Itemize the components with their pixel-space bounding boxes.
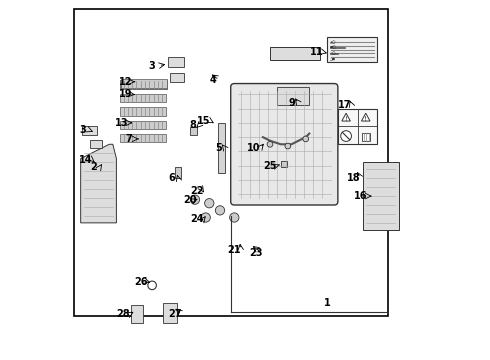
Text: 19: 19 [119,89,132,99]
Text: 16: 16 [354,191,368,201]
Bar [120,134,167,142]
Text: 3: 3 [149,61,155,71]
Bar [175,167,181,178]
Circle shape [190,195,199,204]
Bar [121,80,167,89]
Text: 6: 6 [169,173,175,183]
Bar [121,80,168,88]
Text: 22: 22 [190,186,203,197]
Text: 18: 18 [347,173,361,183]
Text: 15: 15 [197,116,211,126]
Text: 2: 2 [90,162,97,172]
Bar [218,123,225,173]
Text: 20: 20 [183,195,196,204]
FancyBboxPatch shape [231,84,338,205]
Circle shape [303,136,309,142]
Text: 13: 13 [115,118,128,128]
Polygon shape [362,113,370,121]
Circle shape [267,141,273,147]
Text: 27: 27 [169,309,182,319]
Text: 1: 1 [324,298,331,308]
Text: 3: 3 [79,125,86,135]
Bar [327,37,377,62]
Bar [170,73,184,82]
Text: 12: 12 [119,77,132,87]
Text: ■◯: ■◯ [330,45,337,49]
Bar [281,161,287,167]
Text: 21: 21 [227,245,241,255]
Text: 9: 9 [289,98,295,108]
Bar [131,305,143,323]
Text: !: ! [364,116,367,122]
Text: !: ! [344,116,347,122]
Polygon shape [342,113,350,121]
Bar [120,121,167,129]
Text: 26: 26 [135,277,148,287]
Bar [90,140,102,148]
Bar [168,57,184,67]
Text: 4: 4 [210,75,216,85]
Text: △■: △■ [330,57,336,60]
Text: ▲◯: ▲◯ [330,40,336,44]
Circle shape [230,213,239,222]
Bar [82,126,97,135]
Circle shape [201,213,210,222]
Bar [120,80,167,89]
Bar [362,133,370,141]
Text: 8: 8 [190,120,196,130]
Bar [74,9,388,316]
Bar [270,47,320,60]
Bar [338,109,377,144]
Text: 23: 23 [249,248,263,258]
Text: 17: 17 [338,100,352,110]
Bar [120,108,167,116]
Bar [163,303,177,323]
Bar [121,80,167,89]
Text: 28: 28 [117,309,130,319]
Text: 24: 24 [190,214,203,224]
Bar [277,87,309,105]
Polygon shape [81,144,117,223]
Circle shape [285,143,291,149]
Text: 5: 5 [215,143,221,153]
Circle shape [341,131,351,141]
Circle shape [205,199,214,208]
Text: 11: 11 [310,47,323,57]
Text: 10: 10 [247,143,261,153]
Bar [120,94,167,102]
Text: 25: 25 [263,161,277,171]
Polygon shape [363,162,398,230]
Text: 14: 14 [79,156,93,165]
Bar [190,127,197,135]
Text: ◇◯: ◇◯ [330,51,336,55]
Circle shape [215,206,224,215]
Text: 7: 7 [125,134,132,144]
